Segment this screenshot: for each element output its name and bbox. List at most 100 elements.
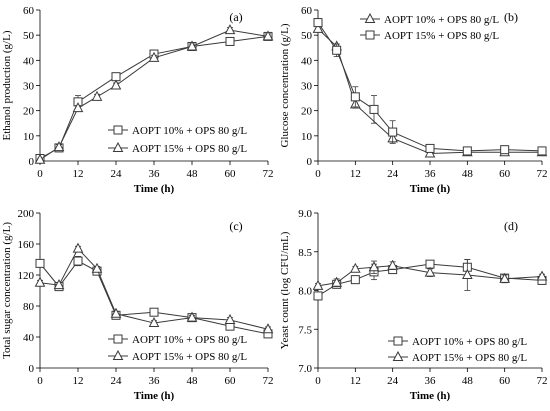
x-tick-label: 12: [350, 168, 361, 180]
data-point: [91, 262, 103, 273]
data-point: [53, 141, 65, 152]
legend-marker: [112, 349, 124, 360]
data-point: [536, 270, 548, 281]
chart-panel-2: 0 12 24 36 48 60 72 0 10 20 30 40 50 60 Time (h) Glucos…: [279, 5, 548, 195]
legend: AOPT 10% + OPS 80 g/L AOPT 15% + OPS 80 g…: [360, 12, 499, 42]
data-point: [149, 307, 159, 317]
y-tick-label: 0: [29, 156, 35, 168]
legend-label: AOPT 15% + OPS 80 g/L: [132, 351, 247, 363]
data-point: [224, 24, 236, 35]
legend-label: AOPT 10% + OPS 80 g/L: [132, 334, 247, 346]
data-point: [312, 22, 324, 33]
data-point: [331, 276, 342, 287]
data-point: [462, 146, 472, 156]
legend: AOPT 10% + OPS 80 g/L AOPT 15% + OPS 80 g…: [108, 334, 247, 363]
legend-marker: [393, 336, 403, 346]
legend: AOPT 10% + OPS 80 g/L AOPT 15% + OPS 80 g…: [388, 336, 527, 364]
data-point: [424, 266, 436, 277]
x-tick-label: 48: [462, 168, 474, 180]
data-point: [34, 276, 46, 287]
data-point: [225, 36, 235, 46]
y-tick-label: 80: [23, 301, 35, 313]
x-tick-label: 60: [225, 168, 237, 180]
y-axis-title: Ethanol production (g/L): [1, 30, 13, 140]
y-tick-label: 8.0: [298, 286, 312, 298]
series-2: [34, 24, 274, 164]
panel-label: (a): [229, 10, 242, 24]
x-tick-label: 60: [499, 168, 511, 180]
data-point: [186, 40, 198, 51]
y-tick-label: 7.0: [298, 363, 312, 375]
x-tick-label: 48: [187, 168, 199, 180]
x-tick-label: 0: [315, 375, 321, 387]
y-tick-label: 40: [23, 55, 35, 67]
x-tick-label: 60: [225, 375, 237, 387]
panel-label: (d): [504, 219, 518, 233]
legend-label: AOPT 15% + OPS 80 g/L: [132, 143, 247, 155]
data-point: [369, 104, 379, 114]
legend-marker: [112, 141, 124, 152]
y-tick-label: 60: [23, 5, 35, 17]
y-tick-label: 30: [301, 81, 313, 93]
x-tick-label: 72: [537, 375, 548, 387]
data-point: [91, 90, 103, 101]
series-2: [34, 242, 274, 334]
series-1: [313, 259, 547, 301]
chart-panel-3: 0 12 24 36 48 60 72 0 40 80 120 160 200 Time (h) Total…: [1, 208, 274, 402]
x-tick-label: 48: [187, 375, 199, 387]
y-tick-label: 120: [18, 270, 35, 282]
data-point: [499, 272, 510, 283]
series-2: [312, 259, 548, 291]
data-point: [500, 145, 510, 155]
y-tick-label: 20: [23, 106, 35, 118]
y-tick-label: 200: [18, 208, 35, 220]
legend-marker: [113, 125, 123, 135]
legend-marker: [365, 30, 375, 40]
data-point: [387, 259, 398, 270]
y-tick-label: 9.0: [298, 208, 312, 220]
x-tick-label: 12: [73, 375, 84, 387]
panel-label: (c): [229, 219, 242, 233]
legend-marker: [392, 350, 404, 361]
data-point: [350, 275, 360, 285]
series-line: [317, 28, 542, 154]
data-point: [110, 307, 122, 318]
data-point: [262, 30, 274, 41]
data-point: [537, 146, 547, 156]
y-tick-label: 0: [29, 363, 35, 375]
x-tick-label: 72: [537, 168, 548, 180]
legend-marker: [364, 12, 376, 23]
x-tick-label: 36: [425, 375, 437, 387]
x-tick-label: 24: [111, 375, 123, 387]
data-point: [224, 313, 236, 324]
data-point: [148, 316, 160, 328]
x-tick-label: 24: [387, 375, 399, 387]
x-axis-title: Time (h): [410, 183, 451, 195]
x-tick-label: 12: [350, 375, 361, 387]
y-axis-title: Yeast count (log CFU/mL): [279, 231, 291, 349]
x-axis-title: Time (h): [134, 183, 175, 195]
data-point: [388, 127, 398, 137]
data-point: [262, 323, 274, 334]
y-tick-label: 10: [301, 131, 313, 143]
series-1: [312, 22, 548, 158]
chart-panel-1: 0 12 24 36 48 60 72 0 10 20 30 40 50 60 Time (h) Ethano…: [1, 5, 274, 195]
x-tick-label: 24: [111, 168, 123, 180]
x-tick-label: 48: [462, 375, 474, 387]
y-tick-label: 40: [301, 55, 313, 67]
y-tick-label: 20: [301, 106, 313, 118]
x-tick-label: 0: [37, 375, 43, 387]
x-axis-title: Time (h): [134, 390, 175, 402]
legend-label: AOPT 10% + OPS 80 g/L: [384, 14, 499, 26]
data-point: [72, 242, 84, 253]
data-point: [313, 18, 323, 28]
legend: AOPT 10% + OPS 80 g/L AOPT 15% + OPS 80 g…: [108, 125, 247, 155]
y-tick-label: 40: [23, 332, 35, 344]
data-point: [425, 143, 435, 153]
panel-label: (b): [504, 10, 518, 24]
y-tick-label: 10: [23, 131, 35, 143]
y-axis-title: Total sugar concentration (g/L): [1, 222, 13, 359]
y-tick-label: 0: [307, 156, 313, 168]
data-point: [148, 51, 160, 62]
